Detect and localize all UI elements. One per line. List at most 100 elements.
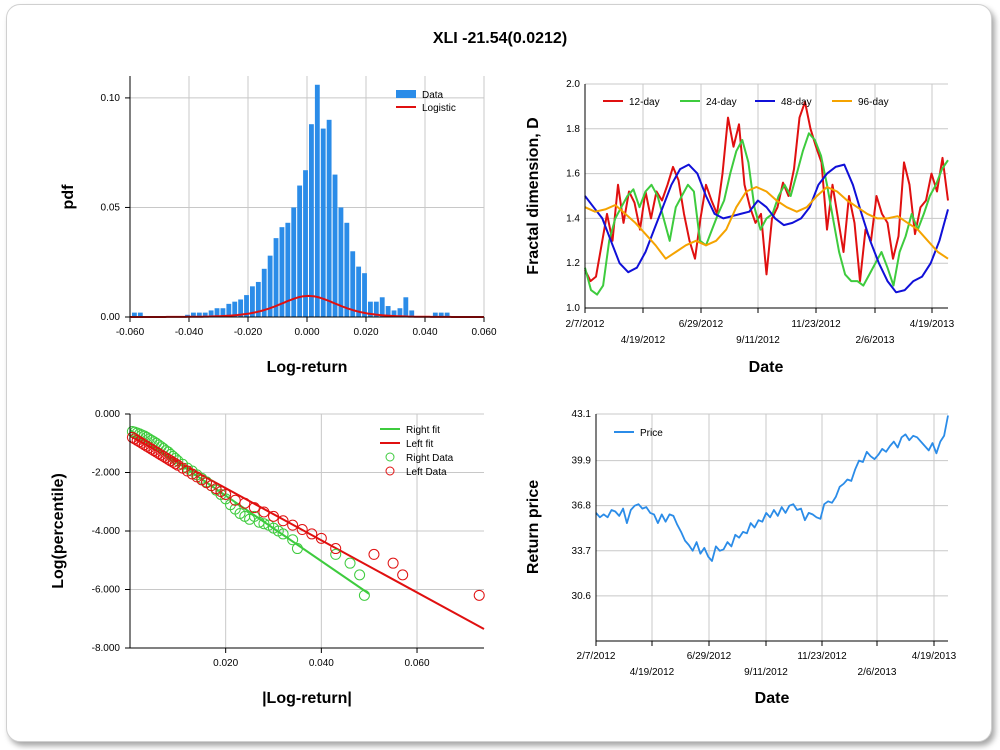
price-legend-label: Price	[640, 428, 663, 439]
hist-bar	[338, 207, 344, 317]
fractal-ytick-label: 1.8	[566, 124, 580, 135]
tail-data-point	[344, 557, 356, 569]
hist-bar	[191, 312, 196, 317]
hist-bar	[267, 255, 273, 317]
hist-bar	[279, 227, 285, 317]
hist-bar	[432, 312, 438, 317]
tail-data-point	[287, 519, 299, 531]
fractal-xlabel: Date	[749, 359, 784, 376]
hist-bar	[297, 185, 303, 317]
hist-bar	[273, 238, 279, 317]
hist-bar	[196, 312, 202, 317]
hist-bar	[350, 251, 356, 317]
hist-xtick-label: -0.060	[116, 327, 145, 338]
hist-bar	[291, 207, 297, 317]
price-xtick-label: 2/6/2013	[858, 667, 897, 678]
tail-ytick-label: -8.000	[92, 643, 121, 654]
figure-title: XLI -21.54(0.0212)	[432, 30, 568, 47]
tail-data-point	[354, 569, 366, 581]
fractal-legend-label: 12-day	[629, 97, 660, 108]
hist-bar	[373, 301, 379, 317]
legend-data-label: Data	[422, 90, 444, 101]
tail-data-point	[258, 506, 270, 518]
hist-xtick-label: 0.020	[353, 327, 378, 338]
hist-bar	[303, 170, 308, 317]
fractal-ylabel: Fractal dimension, D	[525, 117, 542, 274]
fractal-xtick-label: 4/19/2012	[621, 335, 666, 346]
tail-ylabel: Log(percentile)	[50, 473, 67, 589]
hist-bar	[220, 308, 226, 317]
hist-bar	[444, 312, 450, 317]
price-ylabel: Return price	[525, 480, 542, 574]
fractal-ytick-label: 1.4	[566, 213, 580, 224]
price-xtick-label: 6/29/2012	[687, 651, 732, 662]
hist-bar	[320, 128, 326, 317]
tail-data-point	[473, 589, 485, 601]
fractal-xtick-label: 9/11/2012	[736, 335, 780, 346]
tail-legend-label: Left Data	[406, 467, 447, 478]
hist-bar	[285, 222, 291, 317]
fractal-ytick-label: 1.6	[566, 169, 580, 180]
hist-xtick-label: 0.000	[294, 327, 319, 338]
hist-bar	[261, 268, 267, 317]
hist-bar	[397, 308, 403, 317]
tail-data-point	[291, 543, 303, 555]
price-ytick-label: 33.7	[572, 546, 592, 557]
hist-bar	[332, 174, 338, 317]
tail-data-point	[268, 510, 280, 522]
hist-ytick-label: 0.10	[101, 93, 121, 104]
tail-data-point	[239, 497, 251, 509]
hist-ytick-label: 0.00	[101, 312, 121, 323]
fractal-legend-label: 96-day	[858, 97, 889, 108]
fractal-xtick-label: 11/23/2012	[791, 319, 841, 330]
tail-data-point	[368, 548, 380, 560]
hist-bar	[244, 295, 249, 317]
tail-legend-label: Right fit	[406, 425, 440, 436]
hist-bar	[255, 281, 261, 317]
hist-bar	[438, 312, 444, 317]
hist-xtick-label: -0.020	[234, 327, 263, 338]
price-xtick-label: 11/23/2012	[797, 651, 847, 662]
tail-legend-swatch	[385, 466, 395, 476]
tail-ytick-label: -2.000	[92, 468, 121, 479]
hist-bar	[391, 310, 397, 317]
hist-bar	[238, 299, 244, 317]
hist-bar	[362, 273, 367, 317]
tail-data-point	[358, 589, 370, 601]
hist-bar	[309, 124, 314, 317]
tail-data-point	[220, 488, 232, 500]
legend-logistic-label: Logistic	[422, 103, 456, 114]
hist-bar	[208, 310, 214, 317]
tail-xtick-label: 0.040	[309, 658, 334, 669]
tail-legend-swatch	[385, 452, 395, 462]
legend-data-swatch	[396, 90, 416, 98]
tail-data-point	[330, 548, 342, 560]
tail-data-point	[248, 502, 260, 514]
price-xtick-label: 2/7/2012	[577, 651, 616, 662]
tail-data-point	[397, 569, 409, 581]
hist-xtick-label: 0.040	[412, 327, 437, 338]
hist-ylabel: pdf	[60, 184, 77, 210]
hist-bar	[356, 266, 362, 317]
hist-bar	[385, 306, 391, 317]
fractal-xtick-label: 6/29/2012	[679, 319, 724, 330]
tail-xtick-label: 0.060	[405, 658, 430, 669]
tail-legend-label: Right Data	[406, 453, 454, 464]
tail-ytick-label: -6.000	[92, 585, 121, 596]
hist-bar	[250, 286, 255, 317]
fractal-xtick-label: 2/6/2013	[856, 335, 895, 346]
fractal-xtick-label: 2/7/2012	[566, 319, 605, 330]
price-ytick-label: 43.1	[572, 409, 592, 420]
price-ytick-label: 36.8	[572, 501, 592, 512]
price-xtick-label: 4/19/2012	[630, 667, 675, 678]
tail-data-point	[296, 524, 308, 536]
hist-bar	[403, 297, 409, 317]
tail-data-point	[306, 528, 318, 540]
hist-bar	[132, 312, 137, 317]
fractal-ytick-label: 1.2	[566, 258, 580, 269]
hist-xlabel: Log-return	[267, 359, 348, 376]
tail-xlabel: |Log-return|	[262, 690, 352, 707]
tail-data-point	[287, 534, 299, 546]
hist-xtick-label: -0.040	[175, 327, 204, 338]
tail-xtick-label: 0.020	[213, 658, 238, 669]
